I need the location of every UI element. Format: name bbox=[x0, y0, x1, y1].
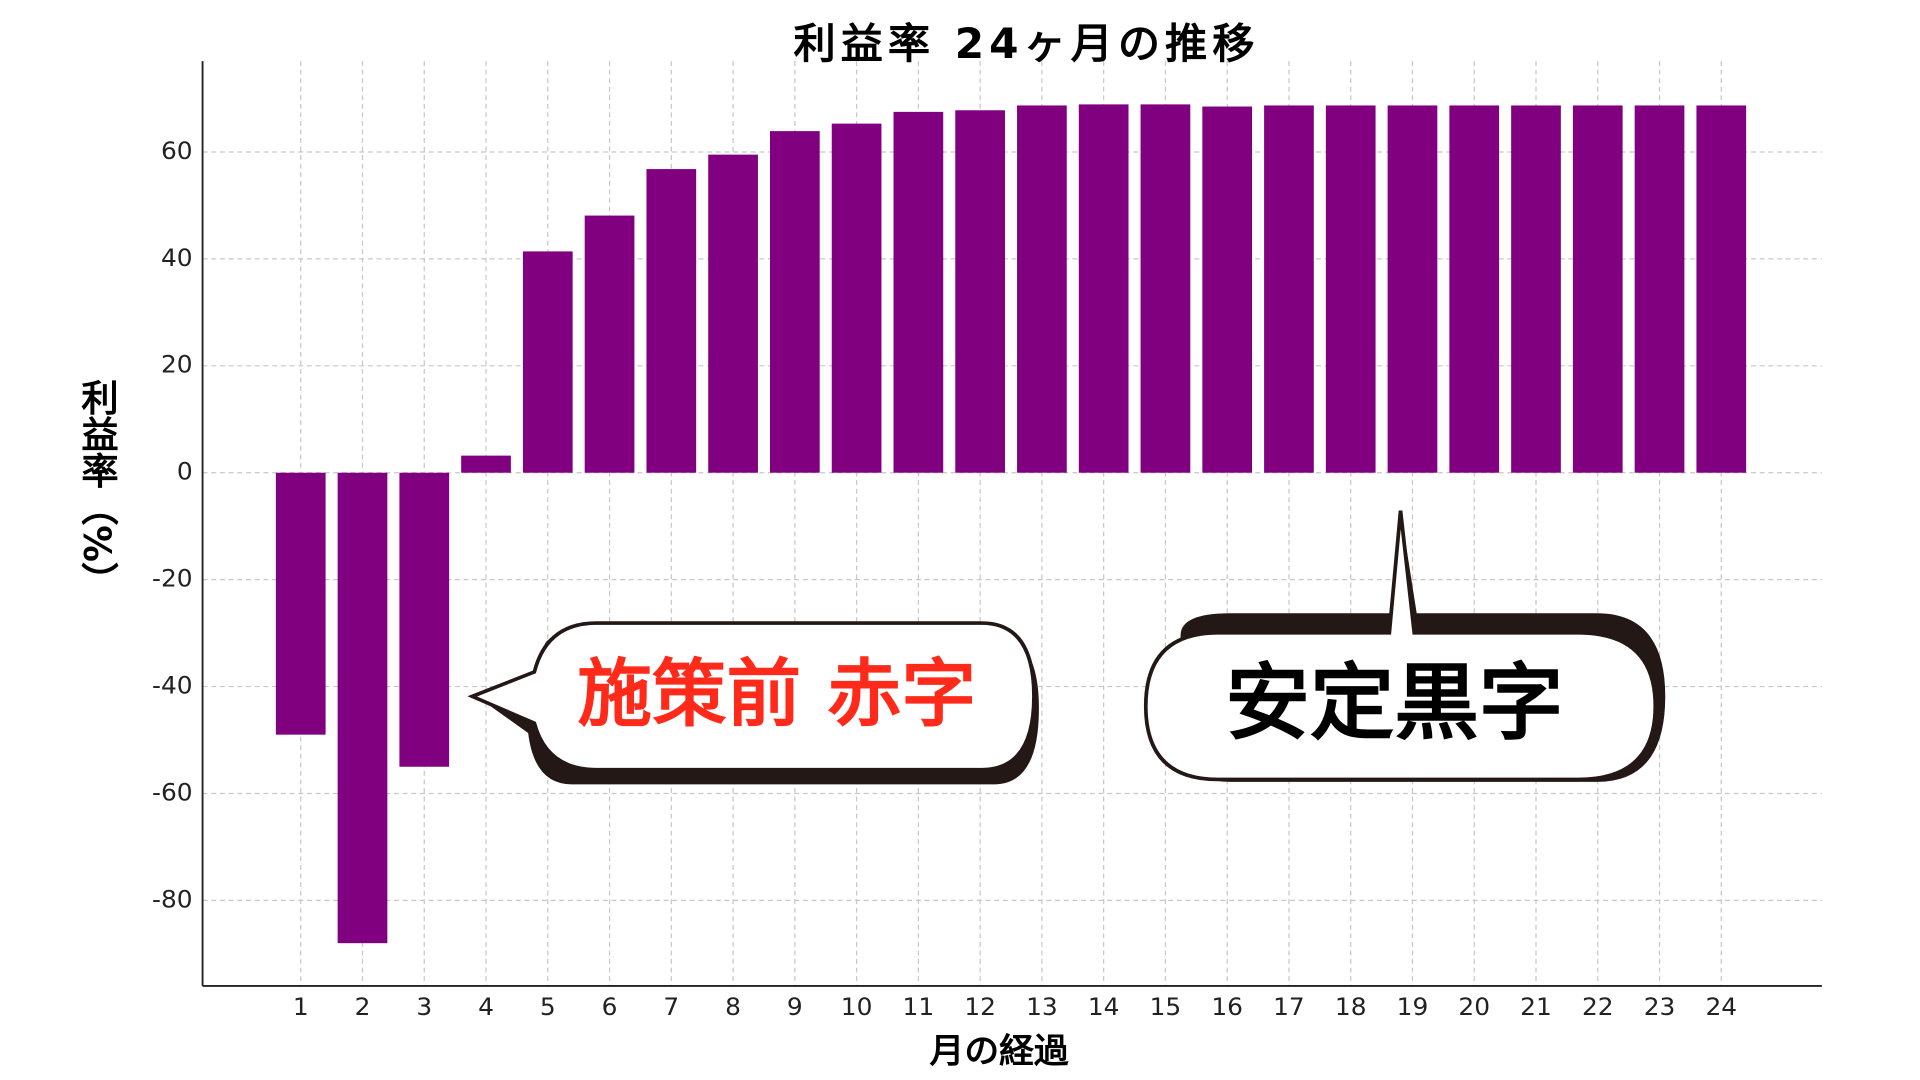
x-tick-label: 2 bbox=[355, 992, 371, 1021]
x-tick-label: 11 bbox=[903, 992, 935, 1021]
bar bbox=[708, 154, 758, 473]
bar bbox=[1572, 105, 1623, 473]
bar bbox=[1511, 105, 1561, 473]
bar bbox=[646, 169, 697, 473]
bar bbox=[399, 472, 450, 767]
annotation: 施策前 赤字 bbox=[577, 652, 976, 737]
x-tick-label: 19 bbox=[1397, 992, 1429, 1021]
x-tick-label: 12 bbox=[964, 992, 996, 1021]
chart-title: 利益率 24ヶ月の推移 bbox=[793, 19, 1259, 68]
x-tick-label: 13 bbox=[1026, 992, 1058, 1021]
bar bbox=[461, 455, 511, 473]
y-tick-label: -40 bbox=[152, 671, 193, 700]
x-tick-label: 24 bbox=[1705, 992, 1737, 1021]
bar bbox=[893, 111, 944, 473]
x-tick-label: 20 bbox=[1458, 992, 1490, 1021]
bar bbox=[1325, 105, 1376, 473]
bar bbox=[584, 215, 635, 473]
y-axis-label: 利益率（%） bbox=[75, 378, 119, 598]
y-tick-label: 0 bbox=[177, 457, 193, 486]
y-tick-label: 40 bbox=[161, 243, 193, 272]
x-tick-label: 7 bbox=[663, 992, 679, 1021]
bar bbox=[337, 472, 388, 944]
bar bbox=[1140, 104, 1191, 473]
bars bbox=[275, 104, 1747, 944]
x-tick-label: 3 bbox=[416, 992, 432, 1021]
y-tick-label: -20 bbox=[152, 564, 193, 593]
bar bbox=[1264, 105, 1314, 473]
bar bbox=[1449, 105, 1500, 473]
bar bbox=[955, 110, 1005, 473]
x-tick-label: 10 bbox=[841, 992, 873, 1021]
x-tick-label: 8 bbox=[725, 992, 741, 1021]
x-axis-label: 月の経過 bbox=[930, 1032, 1070, 1072]
x-tick-label: 18 bbox=[1335, 992, 1367, 1021]
x-tick-label: 16 bbox=[1211, 992, 1243, 1021]
y-tick-label: 60 bbox=[161, 136, 193, 165]
bar bbox=[1387, 105, 1438, 473]
x-tick-label: 22 bbox=[1582, 992, 1614, 1021]
x-tick-label: 23 bbox=[1644, 992, 1676, 1021]
bar bbox=[1202, 106, 1253, 473]
x-tick-label: 5 bbox=[540, 992, 556, 1021]
x-tick-label: 6 bbox=[602, 992, 618, 1021]
bar bbox=[1017, 105, 1067, 473]
annotation: 安定黒字 bbox=[1225, 654, 1563, 751]
x-tick-label: 17 bbox=[1273, 992, 1305, 1021]
bar bbox=[1634, 105, 1685, 473]
y-tick-label: 20 bbox=[161, 350, 193, 379]
bar bbox=[1696, 105, 1747, 473]
y-tick-label: -60 bbox=[152, 778, 193, 807]
bar bbox=[831, 123, 882, 473]
bar bbox=[522, 251, 573, 473]
x-tick-label: 15 bbox=[1150, 992, 1182, 1021]
x-tick-label: 14 bbox=[1088, 992, 1120, 1021]
bar bbox=[1078, 104, 1129, 473]
speech-bubble bbox=[467, 621, 1036, 772]
x-tick-label: 9 bbox=[787, 992, 803, 1021]
y-tick-label: -80 bbox=[152, 885, 193, 914]
x-tick-label: 1 bbox=[293, 992, 309, 1021]
speech-bubble bbox=[1143, 510, 1658, 782]
bar bbox=[769, 131, 820, 473]
x-tick-label: 21 bbox=[1520, 992, 1552, 1021]
x-tick-label: 4 bbox=[478, 992, 494, 1021]
bar bbox=[275, 472, 326, 735]
